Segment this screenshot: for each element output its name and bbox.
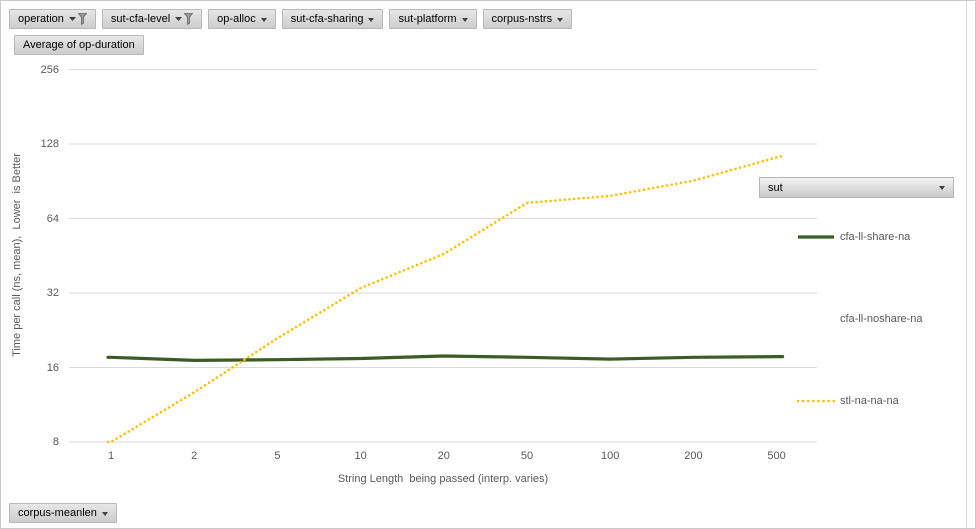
axis-field-button-corpus-meanlen[interactable]: corpus-meanlen bbox=[9, 503, 117, 523]
y-tick-label: 8 bbox=[52, 436, 59, 448]
filter-button-label: sut-cfa-sharing bbox=[290, 13, 364, 25]
legend-field-label: sut bbox=[768, 181, 783, 194]
values-field-label: Average of op-duration bbox=[23, 39, 135, 51]
x-tick-label: 50 bbox=[520, 450, 534, 462]
series-line-stl-na-na-na bbox=[106, 154, 784, 444]
legend-field-button[interactable]: sut bbox=[759, 177, 954, 198]
chevron-down-icon bbox=[101, 511, 108, 516]
x-tick-label: 500 bbox=[767, 450, 786, 462]
chevron-down-icon bbox=[461, 17, 468, 22]
values-field-button[interactable]: Average of op-duration bbox=[14, 35, 144, 55]
chevron-down-icon bbox=[260, 17, 267, 22]
x-axis-title: String Length being passed (interp. vari… bbox=[337, 473, 549, 485]
x-tick-label: 20 bbox=[437, 450, 450, 462]
x-tick-label: 10 bbox=[354, 450, 367, 462]
y-tick-label: 32 bbox=[46, 287, 59, 299]
filter-button-corpus-nstrs[interactable]: corpus-nstrs bbox=[482, 9, 573, 29]
legend-line-sample bbox=[798, 235, 834, 239]
y-tick-label: 256 bbox=[40, 63, 59, 76]
legend-line-sample bbox=[797, 316, 835, 322]
filter-button-label: corpus-nstrs bbox=[491, 13, 553, 25]
filter-button-label: op-alloc bbox=[217, 13, 256, 25]
filter-button-sut-cfa-level[interactable]: sut-cfa-level bbox=[101, 9, 203, 29]
filter-funnel-icon bbox=[175, 13, 194, 25]
legend-entry-cfa-ll-noshare-na: cfa-ll-noshare-na bbox=[797, 312, 923, 326]
x-tick-label: 1 bbox=[107, 450, 115, 462]
chevron-down-icon bbox=[557, 17, 564, 22]
legend-entry-label: stl-na-na-na bbox=[840, 395, 899, 407]
x-tick-label: 5 bbox=[274, 450, 281, 462]
legend-line-sample bbox=[797, 399, 835, 403]
filter-button-sut-cfa-sharing[interactable]: sut-cfa-sharing bbox=[281, 9, 384, 29]
x-tick-label: 2 bbox=[191, 450, 198, 462]
filter-button-op-alloc[interactable]: op-alloc bbox=[208, 9, 276, 29]
y-tick-label: 16 bbox=[46, 361, 59, 374]
filter-funnel-icon bbox=[68, 13, 87, 25]
pivot-filter-row: operation sut-cfa-level op-alloc sut-cfa-sh… bbox=[9, 9, 573, 29]
filter-button-label: operation bbox=[18, 13, 64, 25]
chevron-down-icon bbox=[939, 186, 945, 190]
y-tick-label: 128 bbox=[40, 138, 59, 150]
filter-button-label: sut-cfa-level bbox=[110, 13, 171, 25]
filter-button-operation[interactable]: operation bbox=[9, 9, 96, 29]
chevron-down-icon bbox=[368, 17, 375, 22]
filter-button-label: sut-platform bbox=[398, 13, 457, 25]
legend-entry-label: cfa-ll-share-na bbox=[840, 231, 911, 243]
legend-entry-stl-na-na-na: stl-na-na-na bbox=[797, 394, 899, 408]
series-line-cfa-ll-share-na bbox=[106, 354, 785, 362]
chart-right-border bbox=[966, 1, 967, 528]
x-tick-label: 100 bbox=[601, 450, 620, 462]
legend-entry-label: cfa-ll-noshare-na bbox=[840, 313, 923, 325]
legend-entry-cfa-ll-share-na: cfa-ll-share-na bbox=[797, 230, 910, 244]
y-tick-label: 64 bbox=[46, 212, 59, 225]
filter-button-sut-platform[interactable]: sut-platform bbox=[389, 9, 477, 29]
x-tick-label: 200 bbox=[684, 450, 703, 462]
y-axis-title: Time per call (ns, mean), Lower is Bette… bbox=[11, 153, 23, 357]
axis-field-label: corpus-meanlen bbox=[18, 507, 97, 519]
